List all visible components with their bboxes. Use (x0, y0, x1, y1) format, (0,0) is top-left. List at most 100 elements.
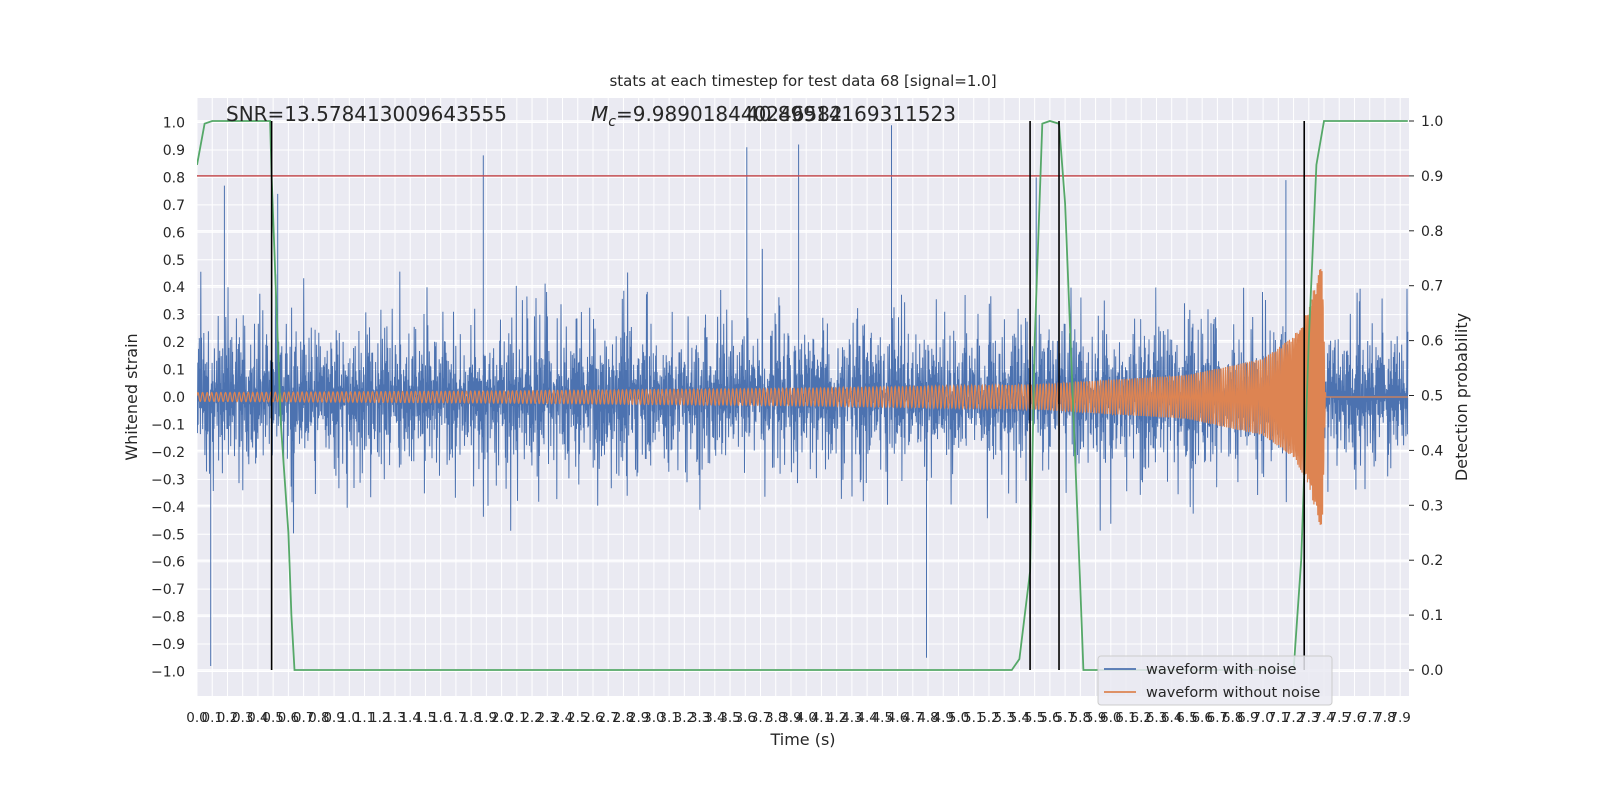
chirp-mass-symbol: M (591, 102, 608, 126)
x-tick-label: 1.6 (430, 710, 451, 726)
y-tick-label: 0.1 (163, 363, 185, 379)
y-tick-label: 0.9 (163, 143, 185, 159)
x-tick-label: 6.5 (1176, 710, 1197, 726)
x-axis-label: Time (s) (769, 730, 835, 749)
y-tick-labels: 1.0 0.9 0.8 0.7 0.6 0.5 0.4 0.3 0.2 0.1 0.0 −0.1 −0.… (151, 116, 185, 681)
x-tick-label: 1.7 (445, 710, 466, 726)
x-tick-label: 6.2 (1131, 710, 1152, 726)
series-waveform-without-noise (197, 268, 1408, 525)
x-tick-label: 6.7 (1207, 710, 1228, 726)
x-tick-label: 7.6 (1344, 710, 1365, 726)
x-tick-label: 1.1 (354, 710, 375, 726)
x-tick-label: 1.3 (384, 710, 405, 726)
x-tick-label: 0.4 (247, 710, 268, 726)
x-tick-label: 0.1 (201, 710, 222, 726)
x-tick-label: 7.9 (1389, 710, 1410, 726)
y2-tick-label: 0.7 (1421, 279, 1443, 295)
x-tick-label: 6.3 (1146, 710, 1167, 726)
x-tick-label: 5.5 (1024, 710, 1045, 726)
x-tick-label: 5.0 (948, 710, 969, 726)
x-tick-label: 3.2 (674, 710, 695, 726)
x-tick-label: 2.5 (567, 710, 588, 726)
grid-y (197, 122, 1409, 672)
x-tick-label: 0.5 (262, 710, 283, 726)
x-tick-label: 5.1 (963, 710, 984, 726)
x-tick-label: 2.3 (537, 710, 558, 726)
y-tick-label: 0.3 (163, 308, 185, 324)
x-tick-label: 6.4 (1161, 710, 1182, 726)
x-tick-label: 5.3 (993, 710, 1014, 726)
x-tick-label: 2.7 (597, 710, 618, 726)
x-tick-label: 5.8 (1070, 710, 1091, 726)
x-tick-label: 6.9 (1237, 710, 1258, 726)
x-tick-label: 1.2 (369, 710, 390, 726)
x-tick-label: 5.2 (978, 710, 999, 726)
y2-tick-label: 0.4 (1421, 443, 1443, 459)
y-tick-label: 0.7 (163, 198, 185, 214)
x-tick-label: 5.9 (1085, 710, 1106, 726)
x-tick-label: 7.4 (1313, 710, 1334, 726)
y-tick-label: −0.8 (151, 610, 185, 626)
x-tick-label: 1.0 (339, 710, 360, 726)
y-tick-label: 0.6 (163, 225, 185, 241)
x-tick-label: 6.8 (1222, 710, 1243, 726)
legend: waveform with noise waveform without noi… (1097, 655, 1333, 706)
y2-tick-label: 1.0 (1421, 114, 1443, 130)
y-tick-label: 0.2 (163, 335, 185, 351)
x-tick-label: 3.0 (643, 710, 664, 726)
chirp-mass-annotation: Mc=9.989018440246582 (591, 102, 843, 130)
y-tick-label: 1.0 (163, 116, 185, 132)
y-tick-label: −0.3 (151, 472, 185, 488)
x-tick-label: 7.5 (1329, 710, 1350, 726)
x-tick-label: 3.8 (765, 710, 786, 726)
chirp-mass-value: =9.989018440246582 (616, 102, 843, 126)
x-tick-label: 6.6 (1191, 710, 1212, 726)
y-tick-label: −0.9 (151, 637, 185, 653)
x-tick-label: 3.4 (704, 710, 725, 726)
legend-label-clean: waveform without noise (1146, 685, 1320, 701)
snr-annotation: SNR=13.578413009643555 (226, 102, 507, 126)
y-tick-label: −0.5 (151, 527, 185, 543)
x-tick-label: 7.1 (1268, 710, 1289, 726)
chirp-mass-subscript: c (608, 114, 616, 130)
y2-tick-label: 0.1 (1421, 608, 1443, 624)
x-tick-label: 4.6 (887, 710, 908, 726)
y2-tick-label: 0.8 (1421, 224, 1443, 240)
legend-label-noise: waveform with noise (1146, 662, 1297, 678)
y-tick-label: −0.7 (151, 582, 185, 598)
x-tick-label: 1.4 (399, 710, 420, 726)
x-tick-label: 0.7 (293, 710, 314, 726)
x-tick-label: 5.6 (1039, 710, 1060, 726)
x-tick-label: 4.3 (841, 710, 862, 726)
x-tick-label: 0.0 (186, 710, 207, 726)
vertical-marker-lines (270, 121, 1306, 670)
y2-axis-label: Detection probability (1452, 313, 1471, 481)
x-tick-label: 2.8 (613, 710, 634, 726)
x-tick-label: 7.3 (1298, 710, 1319, 726)
x-tick-label: 7.8 (1374, 710, 1395, 726)
x-tick-label: 4.7 (902, 710, 923, 726)
x-tick-label: 7.2 (1283, 710, 1304, 726)
x-tick-label: 4.0 (795, 710, 816, 726)
x-tick-label: 2.6 (582, 710, 603, 726)
x-tick-label: 6.0 (1100, 710, 1121, 726)
x-tick-label: 7.0 (1252, 710, 1273, 726)
x-tick-label: 7.7 (1359, 710, 1380, 726)
x-tick-label: 4.9 (933, 710, 954, 726)
y-tick-label: −0.1 (151, 417, 185, 433)
y-axis-label: Whitened strain (122, 333, 141, 460)
y-tick-label: 0.8 (163, 170, 185, 186)
y-tick-label: 0.4 (163, 280, 185, 296)
legend-box (1097, 655, 1333, 706)
x-tick-label: 2.2 (521, 710, 542, 726)
x-tick-label: 1.5 (415, 710, 436, 726)
overlapping-annotation: 40.89914169311523 (746, 102, 956, 126)
x-tick-label: 6.1 (1115, 710, 1136, 726)
y-tick-label: 0.5 (163, 253, 185, 269)
y2-tick-label: 0.2 (1421, 553, 1443, 569)
x-tick-label: 4.5 (872, 710, 893, 726)
x-tick-label: 2.1 (506, 710, 527, 726)
chart-title: stats at each timestep for test data 68 … (609, 72, 996, 90)
x-tick-label: 4.8 (917, 710, 938, 726)
